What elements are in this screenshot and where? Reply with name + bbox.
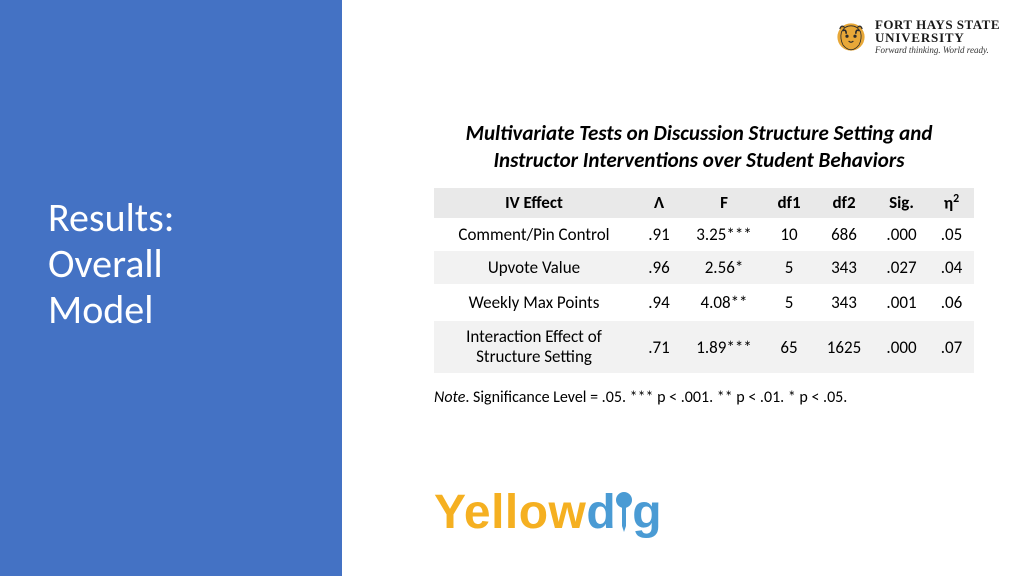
cell-eta: .07 [929, 321, 974, 374]
table-note: Note. Significance Level = .05. *** p < … [434, 388, 847, 407]
note-label: Note [434, 388, 465, 407]
slide: Results: Overall Model FORT HAYS STATE U… [0, 0, 1024, 576]
cell-eta: .04 [929, 251, 974, 284]
cell-F: 1.89*** [684, 321, 764, 374]
col-lambda: Λ [634, 188, 684, 218]
cell-df2: 1625 [814, 321, 874, 374]
university-text: FORT HAYS STATE UNIVERSITY Forward think… [875, 18, 1000, 55]
sidebar-title: Results: Overall Model [48, 195, 175, 333]
cell-df2: 686 [814, 218, 874, 251]
cell-F: 3.25*** [684, 218, 764, 251]
cell-df1: 10 [764, 218, 814, 251]
cell-df1: 5 [764, 284, 814, 321]
sidebar-title-line: Overall [48, 239, 163, 288]
cell-sig: .000 [874, 218, 929, 251]
col-F: F [684, 188, 764, 218]
col-sig: Sig. [874, 188, 929, 218]
cell-sig: .001 [874, 284, 929, 321]
university-line2: UNIVERSITY [875, 31, 1000, 44]
thumbtack-icon [614, 490, 634, 534]
cell-lambda: .71 [634, 321, 684, 374]
cell-df2: 343 [814, 284, 874, 321]
results-table: IV Effect Λ F df1 df2 Sig. η2 Comment/Pi… [434, 188, 974, 373]
cell-label: Upvote Value [434, 251, 634, 284]
sidebar: Results: Overall Model [0, 0, 342, 576]
tiger-icon [835, 21, 867, 53]
cell-F: 4.08** [684, 284, 764, 321]
col-eta: η2 [929, 188, 974, 218]
university-logo: FORT HAYS STATE UNIVERSITY Forward think… [835, 18, 1000, 55]
sidebar-title-line: Model [48, 285, 153, 334]
note-text: . Significance Level = .05. *** p < .001… [465, 388, 847, 407]
cell-df1: 65 [764, 321, 814, 374]
cell-df1: 5 [764, 251, 814, 284]
university-tagline: Forward thinking. World ready. [875, 46, 1000, 55]
cell-sig: .000 [874, 321, 929, 374]
cell-eta: .06 [929, 284, 974, 321]
brand-g: g [632, 486, 662, 539]
table-row: Comment/Pin Control.913.25***10686.000.0… [434, 218, 974, 251]
cell-sig: .027 [874, 251, 929, 284]
cell-lambda: .91 [634, 218, 684, 251]
cell-lambda: .96 [634, 251, 684, 284]
col-iv-effect: IV Effect [434, 188, 634, 218]
cell-label: Comment/Pin Control [434, 218, 634, 251]
table-body: Comment/Pin Control.913.25***10686.000.0… [434, 218, 974, 374]
yellowdig-logo: Yellowd g [434, 484, 662, 540]
brand-d: d [586, 486, 616, 539]
table-row: Upvote Value.962.56*5343.027.04 [434, 251, 974, 284]
cell-lambda: .94 [634, 284, 684, 321]
cell-label: Weekly Max Points [434, 284, 634, 321]
col-df2: df2 [814, 188, 874, 218]
brand-yellow: Yellow [434, 486, 586, 539]
table-header-row: IV Effect Λ F df1 df2 Sig. η2 [434, 188, 974, 218]
sidebar-title-line: Results: [48, 193, 175, 242]
table-row: Interaction Effect ofStructure Setting.7… [434, 321, 974, 374]
cell-label: Interaction Effect ofStructure Setting [434, 321, 634, 374]
content-area: FORT HAYS STATE UNIVERSITY Forward think… [342, 0, 1024, 576]
cell-eta: .05 [929, 218, 974, 251]
cell-df2: 343 [814, 251, 874, 284]
table-title: Multivariate Tests on Discussion Structu… [434, 120, 964, 175]
table-row: Weekly Max Points.944.08**5343.001.06 [434, 284, 974, 321]
col-df1: df1 [764, 188, 814, 218]
cell-F: 2.56* [684, 251, 764, 284]
